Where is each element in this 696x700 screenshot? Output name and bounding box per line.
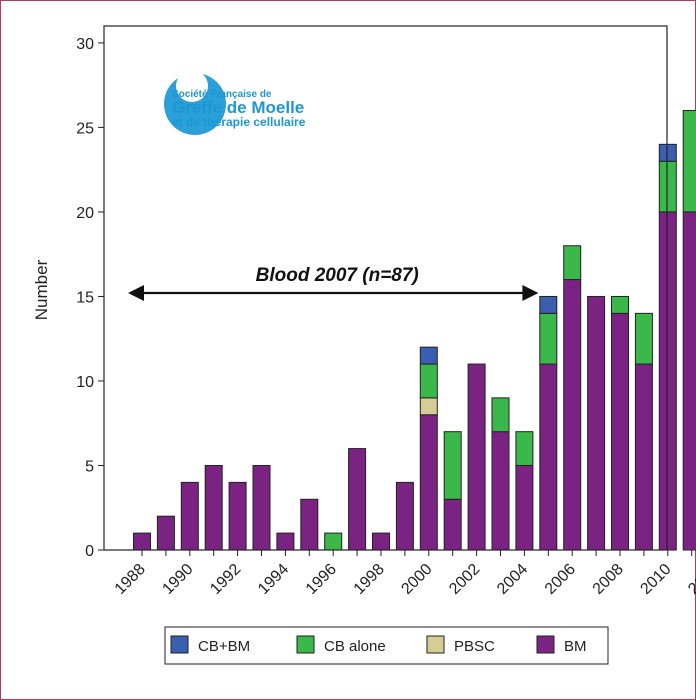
legend-swatch-bm (536, 635, 555, 654)
legend-swatch-pbsc (426, 635, 445, 654)
x-tick-label-2004: 2004 (494, 561, 531, 598)
logo-line-3: et de thérapie cellulaire (172, 115, 306, 129)
bar-cb-alone-2000 (419, 363, 438, 399)
legend: CB+BM CB alone PBSC BM (170, 635, 587, 655)
bar-bm-1998 (372, 532, 390, 551)
bar-cb-alone-2001 (443, 431, 462, 500)
y-tick-label-25: 25 (76, 120, 94, 137)
logo-line-2: Greffe de Moelle (172, 98, 304, 117)
x-tick-label-1990: 1990 (159, 561, 196, 598)
annotation-arrow: Blood 2007 (n=87) (128, 265, 539, 301)
legend-label-pbsc: PBSC (454, 638, 495, 655)
bar-cb-bm-2005 (539, 295, 558, 314)
x-tick-label-2008: 2008 (590, 561, 627, 598)
annotation-arrowhead-right (522, 285, 539, 301)
bar-bm-2007 (587, 295, 606, 551)
bar-cb-alone-2004 (515, 431, 534, 466)
x-tick-label-1996: 1996 (303, 561, 340, 598)
bar-cb-bm-2000 (419, 346, 438, 365)
x-tick-label-1988: 1988 (112, 561, 149, 598)
bar-bm-1990 (180, 481, 199, 551)
x-axis-ticks: 1988 1990 1992 1994 1996 1998 2000 2002 2004 2006… (112, 550, 696, 598)
bar-bm-1994 (276, 532, 295, 551)
bar-bm-2001 (443, 498, 462, 551)
x-tick-label-1994: 1994 (255, 561, 292, 598)
bar-bm-2005 (539, 363, 558, 551)
legend-label-cb-bm: CB+BM (198, 638, 250, 655)
bar-bm-1989 (156, 515, 175, 551)
bar-cb-alone-2003 (491, 397, 510, 433)
bar-cb-bm-2010 (658, 143, 677, 162)
legend-box (164, 626, 609, 665)
y-tick-label-30: 30 (76, 36, 94, 53)
y-tick-label-0: 0 (85, 543, 94, 560)
bar-cb-alone-2006 (563, 245, 582, 281)
annotation-label: Blood 2007 (n=87) (256, 265, 419, 286)
bar-bm-2004 (515, 464, 534, 551)
x-tick-label-1998: 1998 (351, 561, 388, 598)
bar-bm-1997 (348, 448, 367, 551)
bar-bm-2009 (634, 363, 653, 551)
bar-bm-2008 (611, 312, 629, 551)
y-tick-label-10: 10 (76, 374, 94, 391)
bar-bm-1992 (228, 481, 247, 551)
bar-cb-alone-2005 (539, 312, 558, 365)
bar-cb-alone-2008 (611, 295, 629, 314)
bar-bm-2003 (491, 431, 510, 551)
bar-bm-1991 (204, 464, 223, 551)
x-tick-label-2002: 2002 (446, 561, 483, 598)
plot-frame (103, 25, 668, 551)
logo-circle-cutout (176, 70, 208, 102)
bar-bm-2000 (419, 414, 438, 551)
bar-bm-2011 (682, 211, 696, 551)
legend-label-cb-alone: CB alone (324, 638, 386, 655)
x-tick-label-2000: 2000 (398, 561, 435, 598)
x-tick-label-2010: 2010 (637, 561, 674, 598)
sfgm-logo: Société Française de Greffe de Moelle et… (164, 70, 306, 135)
y-tick-label-20: 20 (76, 205, 94, 222)
y-axis-ticks: 0 5 10 15 20 25 30 (76, 36, 104, 560)
bar-bm-1999 (395, 481, 414, 551)
bar-cb-alone-2010 (658, 160, 677, 213)
legend-swatch-cb-bm (170, 635, 189, 654)
logo-line-1: Société Française de (172, 89, 272, 100)
bar-pbsc-2000 (419, 397, 438, 416)
legend-swatch-cb-alone (296, 635, 315, 654)
y-tick-label-15: 15 (76, 289, 94, 306)
bar-cb-alone-2009 (634, 312, 653, 365)
bar-bm-2010 (658, 211, 677, 551)
y-tick-label-5: 5 (85, 458, 94, 475)
bar-bm-1988 (133, 532, 151, 551)
x-tick-label-2006: 2006 (542, 561, 579, 598)
x-tick-label-1992: 1992 (207, 561, 244, 598)
legend-label-bm: BM (564, 638, 587, 655)
bar-cb-alone-2011 (682, 110, 696, 213)
bar-bm-2006 (563, 279, 582, 551)
bar-bm-1995 (300, 498, 319, 551)
bars-group (133, 110, 696, 551)
bar-bm-2002 (467, 363, 486, 551)
bar-cb-alone-1996 (324, 532, 343, 551)
y-axis-label: Number (32, 259, 51, 320)
x-tick-label-2012: 2012 (685, 561, 696, 598)
annotation-arrowhead-left (128, 285, 144, 301)
bar-bm-1993 (252, 464, 271, 551)
